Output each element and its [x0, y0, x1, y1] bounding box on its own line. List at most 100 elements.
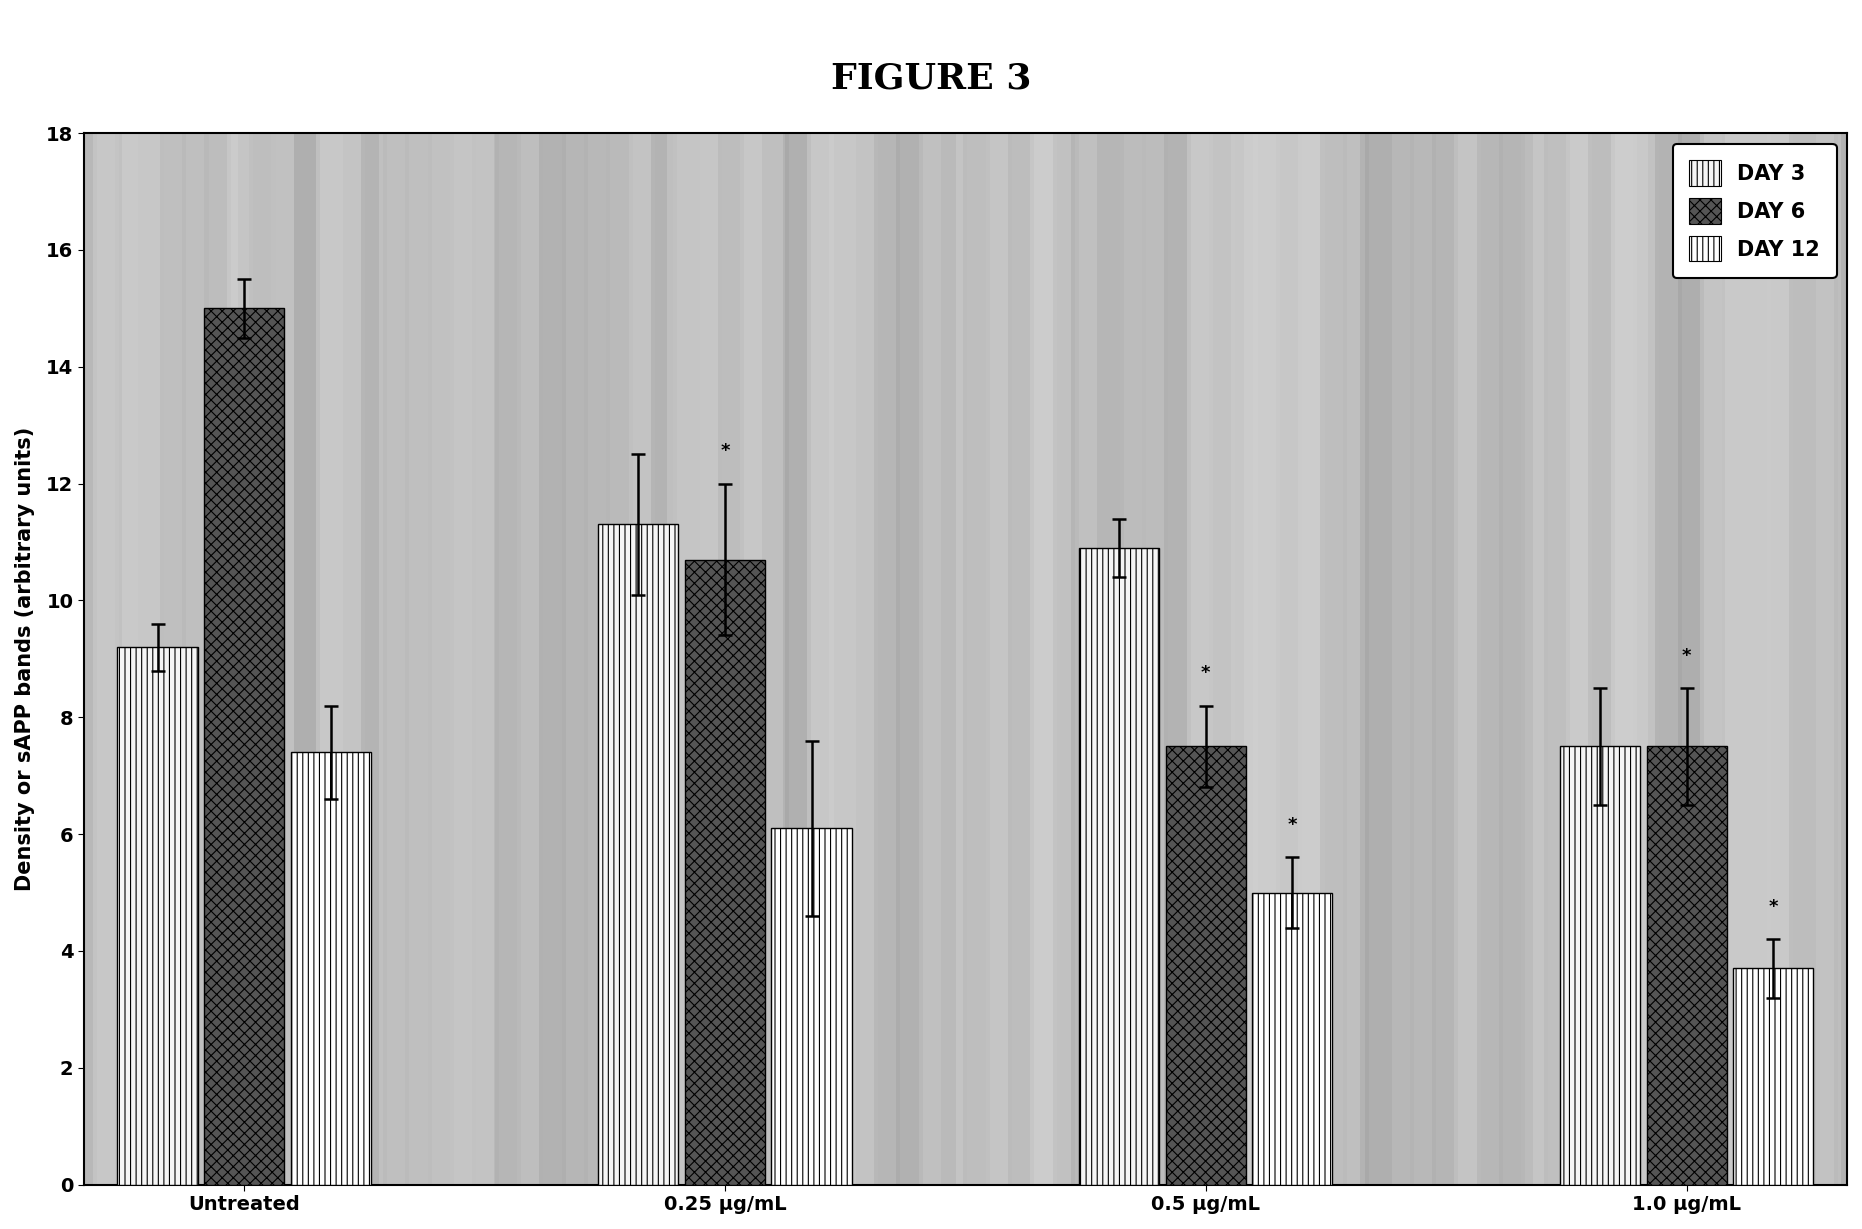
- Bar: [1164, 133, 1190, 1185]
- Bar: [1141, 133, 1167, 1185]
- Bar: [1611, 133, 1637, 1185]
- Bar: [585, 133, 611, 1185]
- Bar: [762, 133, 789, 1185]
- Legend: DAY 3, DAY 6, DAY 12: DAY 3, DAY 6, DAY 12: [1672, 144, 1836, 278]
- Bar: [540, 133, 566, 1185]
- Bar: [117, 648, 197, 1185]
- Bar: [1253, 892, 1333, 1185]
- Bar: [71, 133, 97, 1185]
- Bar: [652, 133, 678, 1185]
- Bar: [451, 133, 477, 1185]
- Bar: [829, 133, 857, 1185]
- Bar: [1789, 133, 1815, 1185]
- Bar: [1812, 133, 1838, 1185]
- Bar: [896, 133, 924, 1185]
- Text: *: *: [721, 442, 730, 460]
- Bar: [607, 133, 633, 1185]
- Bar: [138, 133, 164, 1185]
- Bar: [674, 133, 700, 1185]
- Bar: [851, 133, 879, 1185]
- Text: *: *: [1769, 898, 1778, 916]
- Bar: [518, 133, 544, 1185]
- Bar: [1030, 133, 1058, 1185]
- Bar: [1320, 133, 1346, 1185]
- Bar: [629, 133, 655, 1185]
- Bar: [406, 133, 432, 1185]
- Bar: [1097, 133, 1123, 1185]
- Bar: [290, 752, 371, 1185]
- Bar: [361, 133, 387, 1185]
- Bar: [1521, 133, 1547, 1185]
- Bar: [806, 133, 834, 1185]
- Bar: [1767, 133, 1793, 1185]
- Bar: [1231, 133, 1257, 1185]
- Bar: [1080, 548, 1160, 1185]
- Bar: [696, 133, 722, 1185]
- Bar: [1244, 133, 1359, 1185]
- Bar: [719, 133, 745, 1185]
- Bar: [963, 133, 991, 1185]
- Bar: [115, 133, 142, 1185]
- Bar: [1745, 133, 1771, 1185]
- Bar: [1052, 133, 1080, 1185]
- Bar: [1410, 133, 1436, 1185]
- Bar: [1722, 133, 1748, 1185]
- Bar: [160, 133, 186, 1185]
- Bar: [667, 133, 782, 1185]
- Bar: [123, 133, 238, 1185]
- Bar: [1166, 746, 1246, 1185]
- Bar: [1633, 133, 1659, 1185]
- Bar: [182, 133, 209, 1185]
- Bar: [1566, 133, 1592, 1185]
- Bar: [1432, 133, 1458, 1185]
- Bar: [1253, 133, 1279, 1185]
- Bar: [1343, 133, 1369, 1185]
- Bar: [918, 133, 946, 1185]
- Text: *: *: [1201, 664, 1210, 682]
- Text: *: *: [1289, 816, 1298, 834]
- Bar: [1119, 133, 1145, 1185]
- Bar: [93, 133, 119, 1185]
- Bar: [1646, 746, 1726, 1185]
- Bar: [205, 308, 285, 1185]
- Bar: [1588, 133, 1614, 1185]
- Bar: [940, 133, 968, 1185]
- Bar: [1275, 133, 1302, 1185]
- Bar: [1700, 133, 1726, 1185]
- Bar: [378, 133, 493, 1185]
- Bar: [1544, 133, 1570, 1185]
- Bar: [250, 133, 276, 1185]
- Bar: [339, 133, 365, 1185]
- Bar: [739, 133, 767, 1185]
- Bar: [294, 133, 320, 1185]
- Bar: [205, 133, 231, 1185]
- Bar: [1186, 133, 1212, 1185]
- Bar: [771, 828, 851, 1185]
- Bar: [562, 133, 588, 1185]
- Bar: [317, 133, 343, 1185]
- Bar: [784, 133, 812, 1185]
- Bar: [1074, 133, 1100, 1185]
- Bar: [1387, 133, 1413, 1185]
- Bar: [873, 133, 901, 1185]
- Bar: [1477, 133, 1503, 1185]
- Bar: [473, 133, 499, 1185]
- Bar: [1726, 133, 1842, 1185]
- Bar: [384, 133, 410, 1185]
- Bar: [598, 525, 678, 1185]
- Bar: [227, 133, 253, 1185]
- Bar: [1499, 133, 1525, 1185]
- Bar: [1734, 968, 1814, 1185]
- Bar: [985, 133, 1013, 1185]
- Text: FIGURE 3: FIGURE 3: [830, 61, 1032, 96]
- Bar: [1365, 133, 1391, 1185]
- Text: *: *: [1681, 646, 1691, 665]
- Bar: [1007, 133, 1035, 1185]
- Bar: [428, 133, 454, 1185]
- Bar: [495, 133, 521, 1185]
- Bar: [1655, 133, 1681, 1185]
- Bar: [1208, 133, 1235, 1185]
- Bar: [1454, 133, 1480, 1185]
- Bar: [1678, 133, 1704, 1185]
- Bar: [1560, 746, 1640, 1185]
